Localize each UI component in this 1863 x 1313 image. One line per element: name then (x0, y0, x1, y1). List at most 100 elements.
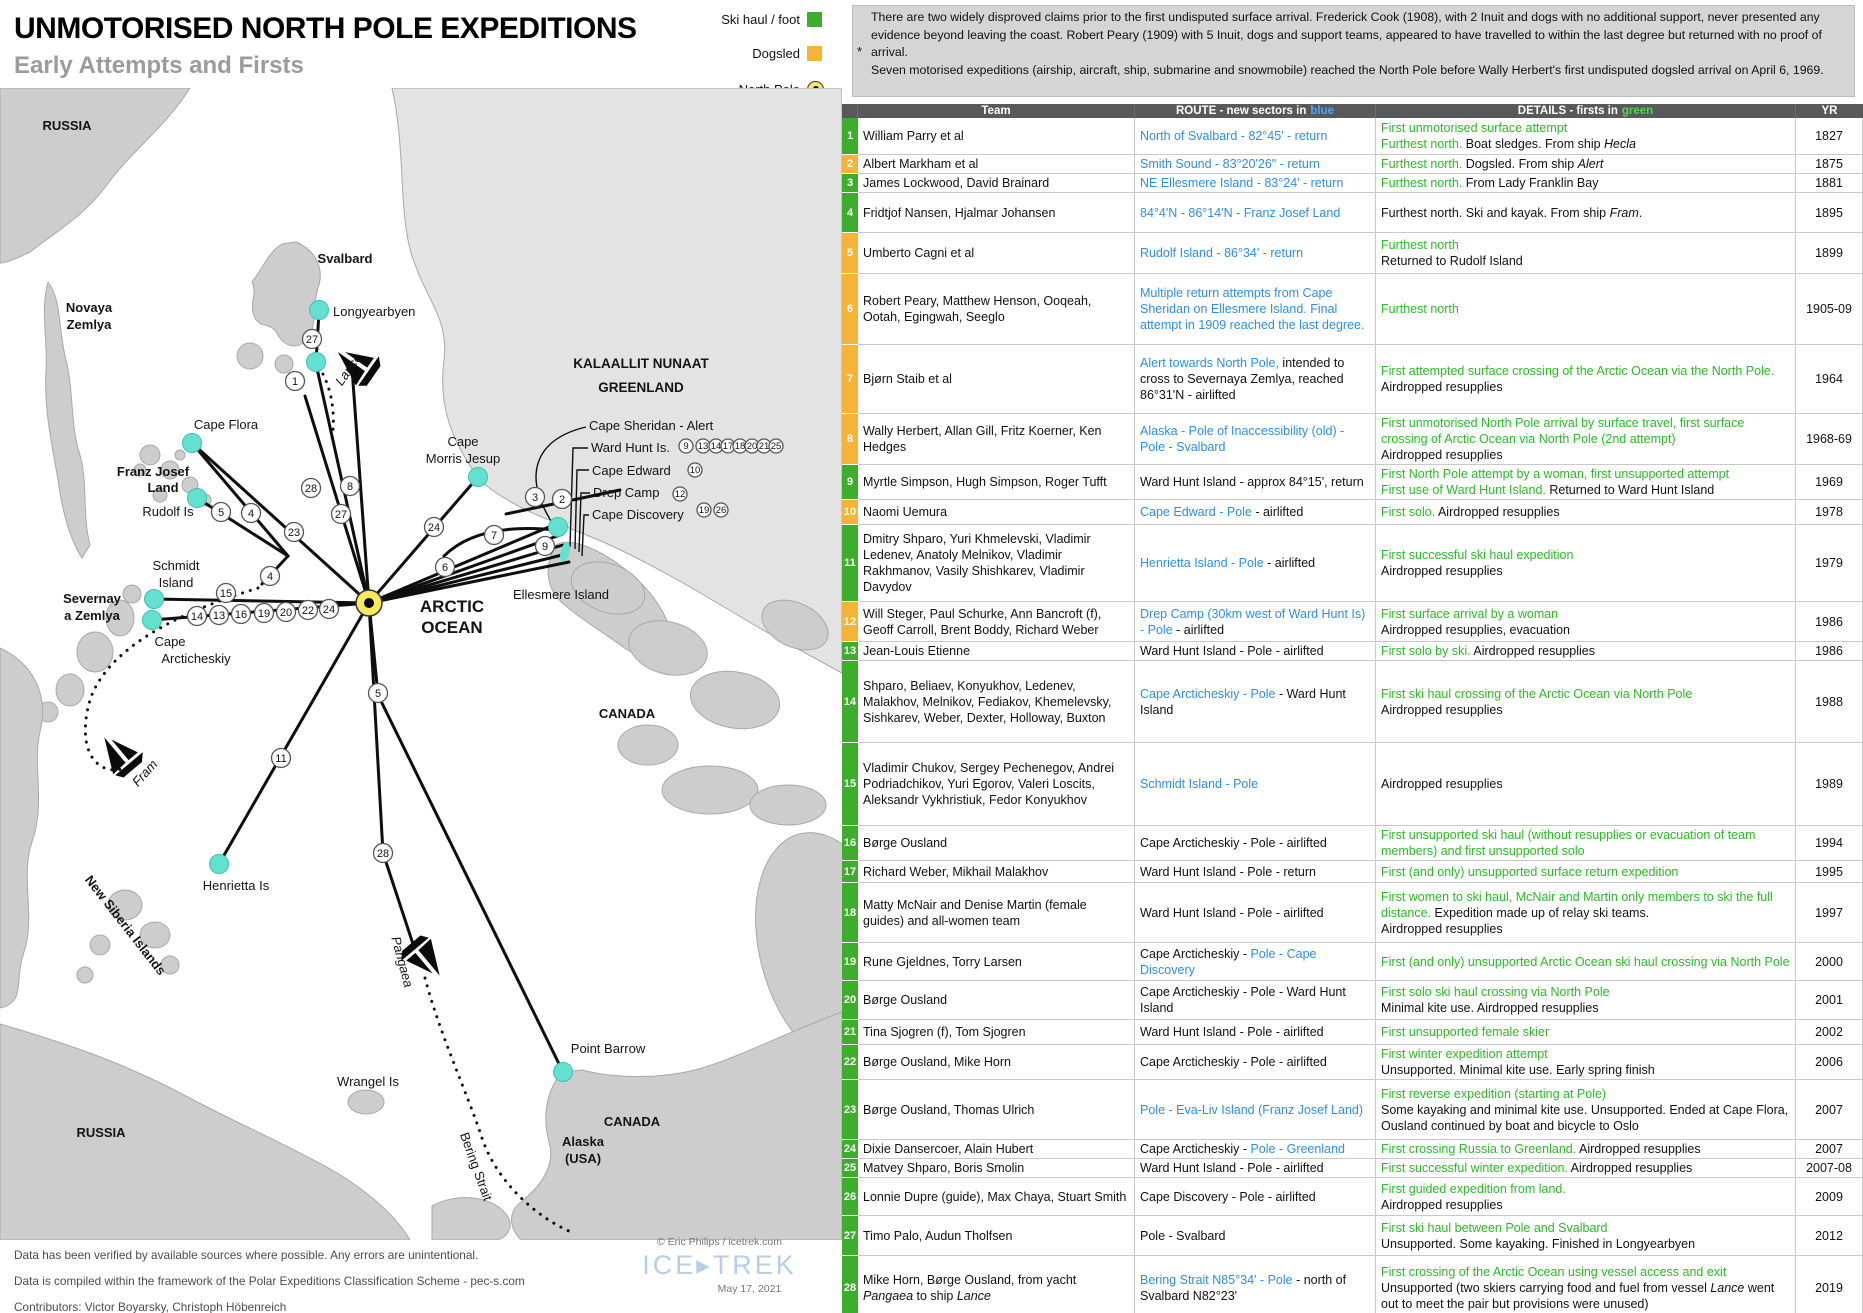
details-cell: Furthest north. Dogsled. From ship Alert (1376, 155, 1796, 174)
route-cell: Henrietta Island - Pole - airlifted (1135, 525, 1376, 602)
land-russia-northwest (0, 88, 191, 264)
header-yr: YR (1821, 105, 1838, 117)
details-cell: First North Pole attempt by a woman, fir… (1376, 465, 1796, 500)
svg-text:6: 6 (442, 562, 448, 574)
legend-dogsled-label: Dogsled (752, 45, 800, 61)
route-number-circle: 9 (678, 438, 694, 454)
land-new-siberia (76, 966, 94, 984)
expedition-number-badge: 2 (842, 155, 858, 174)
route-cell: Cape Arcticheskiy - Pole - Cape Discover… (1135, 943, 1376, 981)
svg-text:24: 24 (428, 522, 440, 534)
land-franz-josef (174, 449, 186, 461)
team-cell: Matty McNair and Denise Martin (female g… (858, 883, 1135, 943)
route-dotted-pangaea (423, 976, 573, 1234)
team-cell: William Parry et al (858, 118, 1135, 155)
map-label: a Zemlya (64, 608, 120, 623)
text-segment: Dixie Dansercoer, Alain Hubert (863, 1142, 1034, 1156)
svg-text:3: 3 (532, 492, 538, 504)
route-line-pole-morris-jesup (367, 475, 480, 605)
text-segment: First attempted surface crossing of the … (1381, 364, 1775, 378)
text-segment: to ship (913, 1288, 957, 1303)
map-label: Zemlya (67, 317, 113, 332)
expedition-number-badge: 25 (842, 1159, 858, 1178)
callout-cape-edward (574, 469, 589, 550)
expedition-number-badge: 22 (842, 1045, 858, 1080)
route-number-circle: 24 (423, 516, 445, 538)
expedition-number-badge: 9 (842, 465, 858, 500)
text-segment: Myrtle Simpson, Hugh Simpson, Roger Tuff… (863, 475, 1107, 489)
svg-text:17: 17 (723, 441, 734, 452)
route-cell: Ward Hunt Island - Pole - airlifted (1135, 642, 1376, 661)
table-row: 24 Dixie Dansercoer, Alain Hubert Cape Arc… (842, 1140, 1863, 1159)
text-segment: First crossing Russia to Greenland. (1381, 1142, 1577, 1156)
svg-text:19: 19 (699, 505, 710, 516)
route-line-pole-wardhunt-fan (367, 533, 562, 605)
route-cell: Cape Arcticheskiy - Pole - airlifted (1135, 1045, 1376, 1080)
route-number-circle: 13 (208, 604, 230, 626)
claims-note-line2: Seven motorised expeditions (airship, ai… (871, 62, 1824, 77)
table-row: 6 Robert Peary, Matthew Henson, Ooqeah, O… (842, 274, 1863, 345)
details-cell: First surface arrival by a woman Airdropp… (1376, 602, 1796, 642)
land-greenland (391, 88, 842, 674)
team-cell: James Lockwood, David Brainard (858, 174, 1135, 193)
header-badge-cell (842, 104, 858, 118)
text-segment: Børge Ousland (863, 836, 948, 850)
svg-text:20: 20 (747, 441, 758, 452)
route-number-circle: 15 (215, 582, 237, 604)
text-segment: Cape Arcticheskiy - (1140, 1142, 1251, 1156)
table-row: 10 Naomi Uemura Cape Edward - Pole - airli… (842, 500, 1863, 525)
team-cell: Shparo, Beliaev, Konyukhov, Ledenev, Mal… (858, 661, 1135, 743)
details-cell: First crossing of the Arctic Ocean using… (1376, 1256, 1796, 1313)
route-line-pole-bering (367, 601, 415, 946)
team-cell: Børge Ousland, Mike Horn (858, 1045, 1135, 1080)
expedition-number-badge: 26 (842, 1178, 858, 1216)
svg-text:21: 21 (759, 441, 770, 452)
table-row: 9 Myrtle Simpson, Hugh Simpson, Roger Tuf… (842, 465, 1863, 500)
footnote-line1: Data has been verified by available sour… (14, 1248, 479, 1262)
text-segment: Pole - Greenland (1250, 1142, 1345, 1156)
legend-row-dogsled: Dogsled (672, 44, 822, 62)
land-alaska (511, 1011, 842, 1240)
text-segment: Airdropped resupplies (1381, 1197, 1503, 1212)
ship-fram-icon (104, 737, 143, 778)
text-segment: Unsupported. Some kayaking. Finished in … (1381, 1236, 1696, 1251)
map-label: Point Barrow (571, 1041, 646, 1056)
text-segment: Multiple return attempts from Cape Sheri… (1140, 286, 1365, 332)
year-cell: 1899 (1796, 233, 1863, 274)
text-segment: 84°4'N - 86°14'N - Franz Josef Land (1140, 205, 1341, 220)
text-segment: Alaska - Pole of Inaccessibility (old) -… (1140, 424, 1345, 454)
text-segment: Alert towards North Pole, (1140, 356, 1279, 370)
expedition-number-badge: 11 (842, 525, 858, 602)
route-number-circle: 19 (696, 502, 712, 518)
table-row: 20 Børge Ousland Cape Arcticheskiy - Pole … (842, 981, 1863, 1020)
map-callout-lines (535, 426, 590, 557)
route-number-circle: 9 (534, 535, 556, 557)
expedition-number-badge: 15 (842, 743, 858, 826)
map-label: Severnay (63, 591, 122, 606)
land-seward-peninsula (431, 1197, 511, 1240)
text-segment: Jean-Louis Etienne (863, 644, 971, 658)
callout-drep-camp (578, 492, 590, 553)
map-label: Land (147, 480, 178, 495)
header-route: ROUTE - new sectors in blue (1135, 104, 1376, 118)
route-number-circle: 24 (318, 598, 340, 620)
icetrek-logo: ICE▸TREK (642, 1250, 797, 1280)
land-franz-josef (160, 460, 180, 480)
text-segment: Ward Hunt Island - Pole - airlifted (1140, 1161, 1324, 1175)
year-cell: 2007 (1796, 1080, 1863, 1140)
text-segment: Furthest north (1381, 302, 1459, 316)
svg-text:18: 18 (735, 441, 746, 452)
callout-cape-sheridan (535, 426, 587, 522)
route-number-circle: 28 (372, 842, 394, 864)
map-label: Rudolf Is (142, 504, 194, 519)
expedition-number-badge: 17 (842, 861, 858, 883)
expeditions-table: Team ROUTE - new sectors in blue DETAILS … (842, 104, 1863, 1313)
svg-text:5: 5 (375, 688, 381, 700)
land-severnaya-zemlya (55, 673, 85, 707)
land-arctic-archipelago (628, 620, 708, 676)
text-segment: Airdropped resupplies (1435, 505, 1560, 519)
details-cell: Furthest north Returned to Rudolf Island (1376, 233, 1796, 274)
text-segment: From Lady Franklin Bay (1462, 176, 1599, 190)
callout-cape-discovery (581, 514, 589, 557)
header-team: Team (858, 104, 1135, 118)
